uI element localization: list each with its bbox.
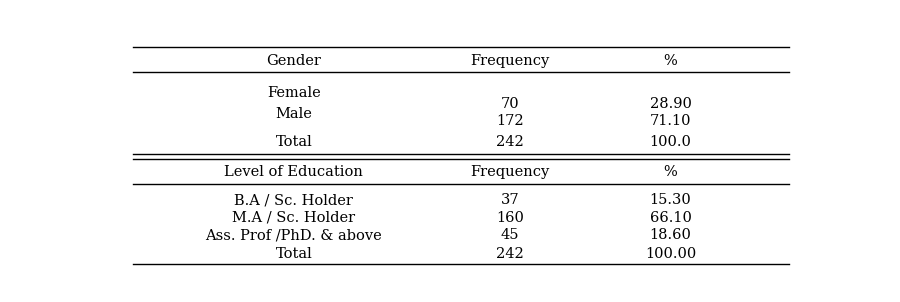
Text: B.A / Sc. Holder: B.A / Sc. Holder xyxy=(234,193,354,207)
Text: Level of Education: Level of Education xyxy=(224,165,364,179)
Text: 172: 172 xyxy=(496,114,524,128)
Text: Ass. Prof /PhD. & above: Ass. Prof /PhD. & above xyxy=(205,228,382,242)
Text: 15.30: 15.30 xyxy=(650,193,691,207)
Text: Male: Male xyxy=(275,107,312,121)
Text: Total: Total xyxy=(275,135,312,149)
Text: %: % xyxy=(663,54,678,68)
Text: 66.10: 66.10 xyxy=(650,210,691,225)
Text: 242: 242 xyxy=(496,247,524,261)
Text: 160: 160 xyxy=(496,210,524,225)
Text: 242: 242 xyxy=(496,135,524,149)
Text: 37: 37 xyxy=(500,193,519,207)
Text: 70: 70 xyxy=(500,97,519,111)
Text: Gender: Gender xyxy=(266,54,321,68)
Text: Female: Female xyxy=(267,86,320,100)
Text: 100.0: 100.0 xyxy=(650,135,691,149)
Text: 18.60: 18.60 xyxy=(650,228,691,242)
Text: M.A / Sc. Holder: M.A / Sc. Holder xyxy=(232,210,356,225)
Text: 45: 45 xyxy=(500,228,519,242)
Text: Frequency: Frequency xyxy=(471,54,550,68)
Text: %: % xyxy=(663,165,678,179)
Text: Frequency: Frequency xyxy=(471,165,550,179)
Text: Total: Total xyxy=(275,247,312,261)
Text: 71.10: 71.10 xyxy=(650,114,691,128)
Text: 100.00: 100.00 xyxy=(645,247,696,261)
Text: 28.90: 28.90 xyxy=(650,97,691,111)
